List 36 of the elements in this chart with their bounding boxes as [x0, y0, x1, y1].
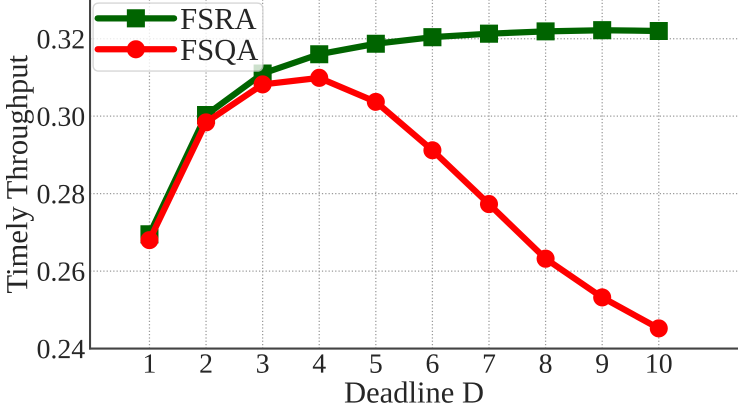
x-tick-label: 1 — [144, 354, 155, 373]
x-tick-label: 2 — [200, 354, 212, 373]
x-tick-label: 8 — [540, 354, 552, 373]
x-tick-label: 3 — [257, 354, 268, 373]
point — [366, 92, 385, 111]
point — [593, 288, 612, 306]
x-tick-label: 9 — [596, 354, 608, 373]
x-tick-label: 5 — [370, 354, 382, 373]
point — [423, 28, 442, 46]
y-tick-label: 0.24 — [38, 340, 85, 359]
point — [366, 34, 385, 53]
point — [140, 231, 158, 250]
y-tick-label: 0.28 — [38, 184, 84, 204]
x-tick-label: 10 — [647, 354, 672, 373]
legend-label: FSQA — [181, 40, 258, 65]
x-tick-label: 4 — [312, 354, 326, 373]
point — [650, 319, 668, 338]
y-tick-label: 0.26 — [38, 262, 84, 282]
x-tick-label: 7 — [484, 354, 496, 373]
y-tick-label: 0.30 — [38, 107, 84, 126]
point — [650, 22, 668, 40]
point — [536, 22, 555, 40]
x-tick-label: 6 — [426, 354, 439, 373]
point — [480, 24, 498, 43]
point — [423, 141, 442, 160]
point — [310, 68, 328, 87]
point — [593, 21, 612, 40]
x-axis-title: Deadline D — [344, 381, 483, 403]
y-tick-label: 0.32 — [38, 30, 84, 49]
y-axis-title: Timely Throughput — [6, 55, 34, 293]
point — [197, 113, 216, 132]
point — [536, 250, 555, 268]
point — [254, 75, 272, 94]
point — [310, 45, 328, 64]
point — [480, 195, 498, 214]
legend-label: FSRA — [181, 8, 256, 30]
